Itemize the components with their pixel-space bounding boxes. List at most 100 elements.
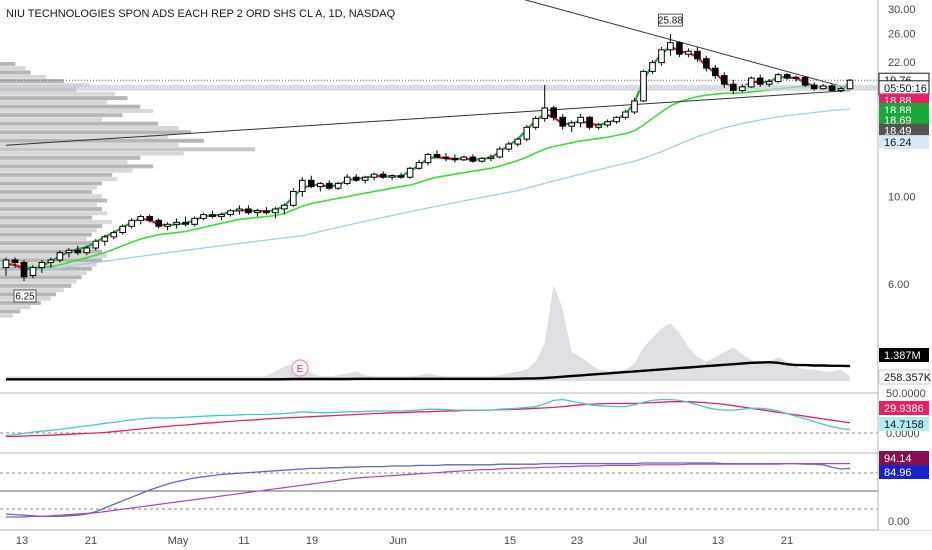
time-tick-label: 19 bbox=[306, 535, 318, 547]
profile-bar bbox=[0, 185, 97, 190]
profile-bar bbox=[0, 96, 128, 101]
time-axis[interactable]: 13 21 May 11 19 Jun 15 23 Jul 13 21 bbox=[16, 535, 793, 547]
candle-body bbox=[343, 176, 351, 184]
ma-slow-line bbox=[6, 108, 851, 271]
indicator2-label-bg bbox=[879, 465, 929, 479]
indicator1-pane bbox=[0, 398, 878, 438]
candle-body bbox=[128, 219, 135, 227]
candle-body bbox=[828, 85, 836, 91]
candle-body bbox=[308, 179, 315, 188]
candle-body bbox=[460, 156, 468, 161]
volume-label: 258.357K bbox=[878, 369, 932, 385]
volume-label: 1.387M bbox=[879, 348, 929, 362]
candle-body bbox=[586, 116, 593, 128]
candle-body bbox=[101, 236, 109, 242]
volume-label-text: 1.387M bbox=[884, 350, 921, 362]
candle-body bbox=[290, 191, 297, 206]
trendlines[interactable] bbox=[0, 0, 878, 146]
candle-body bbox=[433, 153, 441, 158]
indicator2-label-text: 94.14 bbox=[884, 453, 912, 465]
candle-body bbox=[739, 86, 746, 92]
candle-body bbox=[801, 76, 809, 86]
high-marker-box bbox=[658, 13, 683, 27]
profile-bar bbox=[0, 228, 97, 233]
candle-body bbox=[649, 62, 656, 72]
high-marker: 25.88 bbox=[658, 13, 683, 27]
low-marker: 6.25 bbox=[13, 289, 37, 303]
profile-bar bbox=[0, 168, 133, 173]
indicator2-line-b bbox=[6, 463, 850, 518]
price-axis[interactable]: 30.0026.0022.0018.0010.006.0019.7605:50:… bbox=[878, 0, 932, 530]
time-tick-label: 15 bbox=[504, 535, 516, 547]
chart-title: NIU TECHNOLOGIES SPON ADS EACH REP 2 ORD… bbox=[6, 8, 396, 20]
candle-body bbox=[334, 182, 342, 189]
time-tick-label: 21 bbox=[781, 535, 793, 547]
candle-body bbox=[146, 216, 153, 221]
profile-bar bbox=[0, 66, 26, 71]
candle-body bbox=[200, 214, 207, 219]
candle-body bbox=[191, 217, 198, 225]
profile-bar bbox=[0, 300, 41, 305]
indicator1-label: 14.7158 bbox=[879, 417, 929, 431]
profile-bar bbox=[0, 215, 92, 220]
candle-body bbox=[613, 116, 620, 123]
profile-bar bbox=[0, 249, 102, 254]
profile-bar bbox=[0, 254, 108, 258]
candle-body bbox=[254, 210, 261, 214]
volume-area bbox=[6, 285, 850, 381]
candle-body bbox=[442, 156, 450, 160]
time-tick-label: 13 bbox=[16, 535, 28, 547]
candle-body bbox=[756, 77, 764, 85]
candle-body bbox=[748, 77, 755, 88]
indicator2-label: 94.14 bbox=[879, 451, 929, 465]
candle-body bbox=[541, 107, 549, 119]
volume-profile bbox=[0, 62, 255, 318]
candle-body bbox=[65, 249, 73, 254]
candle-body bbox=[505, 143, 513, 150]
profile-bar bbox=[0, 160, 128, 165]
price-label-text: 16.24 bbox=[884, 137, 912, 149]
indicator1-label-text: 14.7158 bbox=[884, 419, 924, 431]
profile-bar bbox=[0, 104, 141, 109]
candle-body bbox=[92, 240, 100, 249]
candle-body bbox=[792, 76, 800, 79]
profile-bar bbox=[0, 198, 108, 203]
candle-body bbox=[370, 173, 378, 178]
price-tick-label: 26.00 bbox=[888, 28, 916, 40]
price-label: 18.49 bbox=[879, 123, 929, 138]
candle-body bbox=[119, 225, 127, 234]
profile-bar bbox=[0, 313, 13, 318]
volume-ma-line bbox=[6, 360, 851, 381]
candle-body bbox=[218, 214, 225, 218]
indicator2-label-bg bbox=[879, 451, 929, 465]
profile-bar bbox=[0, 207, 102, 211]
candle-body bbox=[694, 50, 701, 60]
candle-body bbox=[388, 175, 396, 178]
candle-body bbox=[577, 116, 585, 124]
indicator1-line-b bbox=[5, 398, 851, 437]
candle-body bbox=[209, 214, 216, 218]
volume-label-text: 258.357K bbox=[884, 372, 932, 384]
candle-body bbox=[478, 157, 486, 162]
profile-bar bbox=[0, 194, 102, 199]
profile-bar bbox=[0, 275, 82, 280]
candle-body bbox=[352, 176, 360, 181]
candle-body bbox=[658, 49, 665, 64]
profile-bar bbox=[0, 130, 192, 135]
candle-body bbox=[74, 249, 82, 254]
candle-body bbox=[568, 122, 576, 127]
price-label-bg bbox=[879, 113, 929, 127]
price-tick-label: 22.00 bbox=[888, 57, 916, 69]
candle-body bbox=[272, 208, 279, 214]
candle-body bbox=[56, 252, 64, 261]
price-label-text: 05:50:16 bbox=[884, 83, 927, 95]
profile-bar bbox=[0, 266, 92, 271]
candle-body bbox=[38, 262, 46, 269]
price-tick-label: 30.00 bbox=[888, 4, 916, 16]
candle-body bbox=[83, 247, 91, 254]
profile-bar bbox=[0, 309, 21, 314]
candle-body bbox=[550, 107, 558, 118]
price-label-bg bbox=[879, 135, 929, 150]
candle-body bbox=[397, 175, 405, 178]
